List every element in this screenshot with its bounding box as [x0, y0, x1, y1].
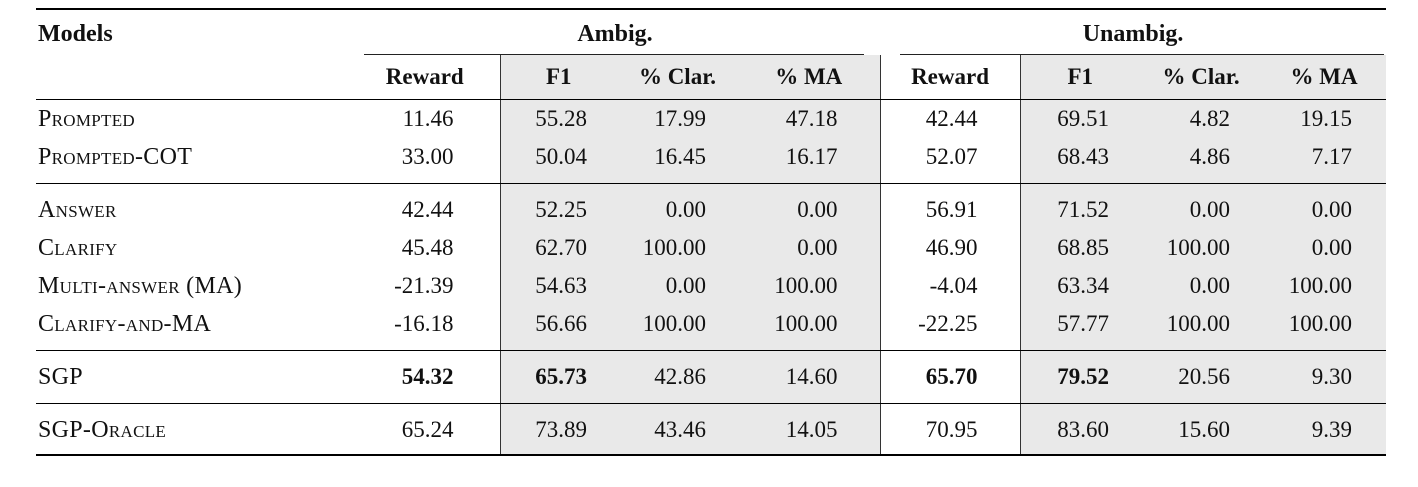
cell-ambig-reward: 42.44	[401, 197, 454, 222]
results-table: Models Ambig. Unambig. Reward F1 % Clar.…	[36, 8, 1387, 456]
cell-ambig-f1: 55.28	[499, 99, 617, 138]
cell-unambig-ma: 9.30	[1262, 350, 1387, 404]
cell-ambig-clar: 43.46	[617, 403, 738, 456]
header-unambig-reward: Reward	[879, 55, 1021, 100]
cell-ambig-f1: 65.73	[499, 350, 617, 404]
cell-unambig-reward: 46.90	[879, 229, 1021, 267]
cell-unambig-reward: -4.04	[879, 267, 1021, 305]
cell-ambig-ma: 100.00	[738, 267, 881, 305]
cell-ambig-reward: 54.32	[350, 350, 500, 404]
cell-unambig-reward: 52.07	[879, 138, 1021, 184]
cell-unambig-f1: 79.52	[1019, 350, 1141, 404]
model-name: Prompted-COT	[36, 138, 350, 184]
cell-unambig-clar: 100.00	[1140, 229, 1263, 267]
header-ambig-ma: % MA	[738, 55, 881, 100]
cell-unambig-f1: 68.85	[1019, 229, 1141, 267]
header-unambig-ma: % MA	[1262, 55, 1387, 100]
cell-unambig-clar: 4.82	[1140, 99, 1263, 138]
group-header-ambig: Ambig.	[350, 8, 881, 55]
table-row-prompted: Prompted 11.46 55.28 17.99 47.18 42.44 6…	[36, 99, 1387, 138]
cell-ambig-ma: 14.60	[738, 350, 881, 404]
cell-ambig-ma: 16.17	[738, 138, 881, 184]
cell-ambig-clar: 17.99	[617, 99, 738, 138]
cell-unambig-clar: 0.00	[1140, 267, 1263, 305]
cell-ambig-reward: -21.39	[394, 273, 454, 298]
table-row-prompted-cot: Prompted-COT 33.00 50.04 16.45 16.17 52.…	[36, 138, 1387, 184]
cell-ambig-reward: 11.46	[402, 106, 454, 131]
model-name: Clarify	[38, 235, 118, 261]
cell-ambig-clar: 100.00	[617, 305, 738, 351]
table-row-sgp: SGP 54.32 65.73 42.86 14.60 65.70 79.52 …	[36, 350, 1387, 404]
header-unambig-f1: F1	[1019, 55, 1141, 100]
cell-unambig-clar: 100.00	[1140, 305, 1263, 351]
cell-ambig-reward: -16.18	[350, 305, 500, 351]
cell-unambig-reward: 65.70	[879, 350, 1021, 404]
cell-ambig-clar: 16.45	[617, 138, 738, 184]
table-row-multi-answer: Multi-answer (MA) -21.39 54.63 0.00 100.…	[36, 267, 1387, 305]
model-name: Prompted	[38, 106, 135, 132]
header-ambig-clar: % Clar.	[617, 55, 738, 100]
cell-ambig-reward: 65.24	[350, 403, 500, 456]
cell-unambig-clar: 0.00	[1140, 183, 1263, 229]
table-row-clarify: Clarify 45.48 62.70 100.00 0.00 46.90 68…	[36, 229, 1387, 267]
cell-unambig-f1: 69.51	[1019, 99, 1141, 138]
table-row-clarify-and-ma: Clarify-and-MA -16.18 56.66 100.00 100.0…	[36, 305, 1387, 351]
cell-unambig-clar: 4.86	[1140, 138, 1263, 184]
table-row-sgp-oracle: SGP-Oracle 65.24 73.89 43.46 14.05 70.95…	[36, 403, 1387, 456]
group-header-row: Models Ambig. Unambig.	[36, 8, 1387, 100]
models-column-header: Models	[36, 8, 350, 100]
cell-ambig-ma: 100.00	[738, 305, 881, 351]
cell-unambig-ma: 100.00	[1262, 267, 1387, 305]
cell-unambig-ma: 7.17	[1262, 138, 1387, 184]
cell-unambig-reward: 70.95	[879, 403, 1021, 456]
cell-ambig-ma: 14.05	[738, 403, 881, 456]
cell-ambig-f1: 54.63	[499, 267, 617, 305]
model-name: Clarify-and-MA	[36, 305, 350, 351]
header-ambig-reward: Reward	[350, 55, 500, 100]
cell-unambig-reward: 56.91	[879, 183, 1021, 229]
cell-ambig-f1: 52.25	[499, 183, 617, 229]
table-row-answer: Answer 42.44 52.25 0.00 0.00 56.91 71.52…	[36, 183, 1387, 229]
cell-unambig-f1: 68.43	[1019, 138, 1141, 184]
cell-unambig-clar: 15.60	[1140, 403, 1263, 456]
cell-unambig-f1: 63.34	[1019, 267, 1141, 305]
cell-ambig-clar: 42.86	[617, 350, 738, 404]
cell-ambig-reward: 45.48	[401, 235, 454, 260]
cell-ambig-f1: 56.66	[499, 305, 617, 351]
cell-unambig-ma: 0.00	[1262, 229, 1387, 267]
cell-ambig-ma: 0.00	[738, 229, 881, 267]
cell-ambig-clar: 0.00	[617, 267, 738, 305]
cell-unambig-clar: 20.56	[1140, 350, 1263, 404]
model-name: SGP	[36, 350, 350, 404]
group-header-unambig: Unambig.	[880, 8, 1387, 55]
cell-ambig-clar: 100.00	[617, 229, 738, 267]
results-table-container: Models Ambig. Unambig. Reward F1 % Clar.…	[36, 8, 1387, 456]
cell-unambig-f1: 71.52	[1019, 183, 1141, 229]
cell-ambig-reward: 33.00	[350, 138, 500, 184]
cell-ambig-ma: 0.00	[738, 183, 881, 229]
model-name: Answer	[38, 197, 117, 223]
cell-ambig-f1: 50.04	[499, 138, 617, 184]
cell-unambig-ma: 19.15	[1262, 99, 1387, 138]
cell-ambig-f1: 62.70	[499, 229, 617, 267]
cell-ambig-clar: 0.00	[617, 183, 738, 229]
header-unambig-clar: % Clar.	[1140, 55, 1263, 100]
cell-unambig-ma: 100.00	[1262, 305, 1387, 351]
model-name: Multi-answer (MA)	[38, 273, 243, 299]
column-header-row: Reward F1 % Clar. % MA Reward F1 % Clar.…	[36, 55, 1387, 100]
cell-unambig-reward: -22.25	[879, 305, 1021, 351]
cell-unambig-f1: 57.77	[1019, 305, 1141, 351]
model-name: SGP-Oracle	[36, 403, 350, 456]
cell-ambig-f1: 73.89	[499, 403, 617, 456]
cell-unambig-ma: 0.00	[1262, 183, 1387, 229]
cell-unambig-f1: 83.60	[1019, 403, 1141, 456]
cell-unambig-reward: 42.44	[879, 99, 1021, 138]
header-ambig-f1: F1	[499, 55, 617, 100]
cell-unambig-ma: 9.39	[1262, 403, 1387, 456]
cell-ambig-ma: 47.18	[738, 99, 881, 138]
